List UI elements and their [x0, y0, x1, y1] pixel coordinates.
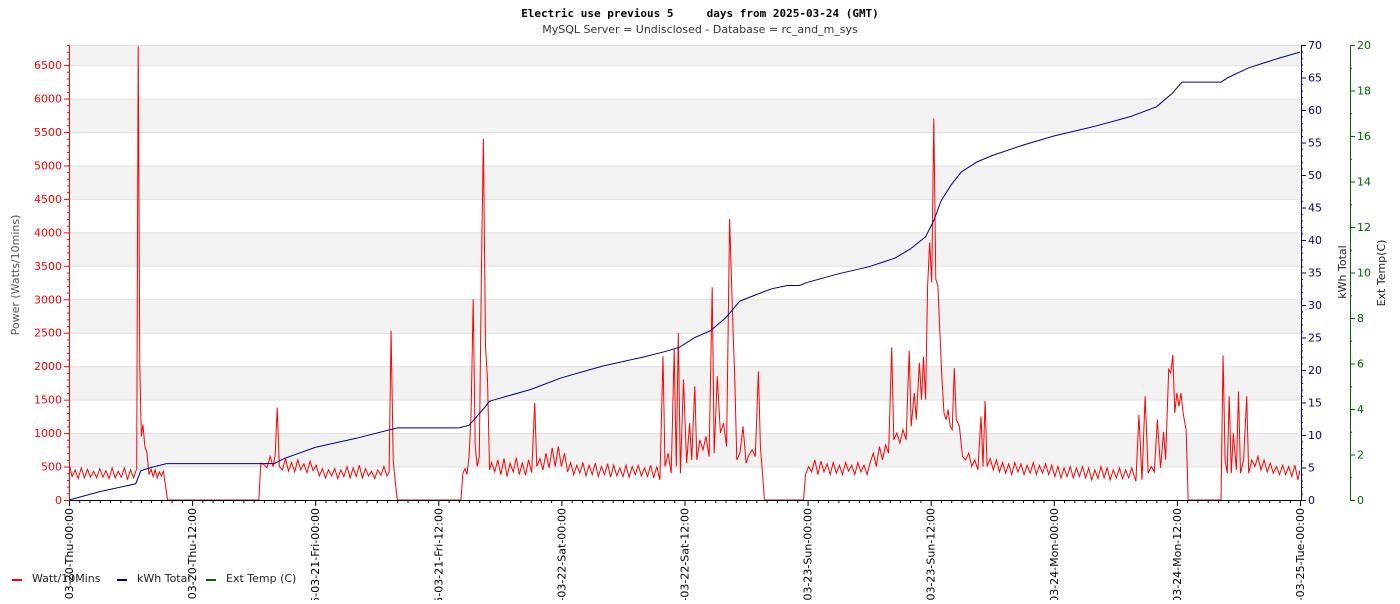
grid-band — [69, 165, 1300, 199]
legend: Watt/10Mins kWh Total Ext Temp (C) — [12, 572, 296, 585]
y-right1-tick-label: 45 — [1308, 202, 1322, 215]
y-right2-tick-label: 8 — [1357, 312, 1364, 325]
y-left-tick-label: 500 — [41, 461, 62, 474]
grid-layer — [69, 45, 1300, 501]
y-left-tick-label: 4500 — [34, 193, 62, 206]
y-right2-tick-label: 14 — [1357, 176, 1371, 189]
x-tick-label: 25-03-22-Sat-00:00 — [555, 508, 568, 600]
y-right2-tick-label: 20 — [1357, 39, 1371, 52]
y-left-tick-label: 3500 — [34, 260, 62, 273]
y-right1-tick-label: 25 — [1308, 332, 1322, 345]
x-tick-label: 25-03-20-Thu-00:00 — [63, 508, 76, 600]
chart-subtitle: MySQL Server = Undisclosed - Database = … — [542, 23, 858, 36]
series-line-kwh-total — [69, 51, 1300, 500]
y-left-tick-label: 6000 — [34, 93, 62, 106]
y-right2-tick-label: 6 — [1357, 358, 1364, 371]
grid-band — [69, 98, 1300, 132]
x-tick-label: 25-03-24-Mon-12:00 — [1171, 508, 1184, 600]
y-right1-tick-label: 30 — [1308, 299, 1322, 312]
x-tick-label: 25-03-21-Fri-00:00 — [309, 508, 322, 600]
grid-band — [69, 433, 1300, 467]
legend-label: Ext Temp (C) — [226, 572, 296, 585]
x-tick-label: 25-03-22-Sat-12:00 — [679, 508, 692, 600]
y-left-tick-label: 1500 — [34, 394, 62, 407]
y-left-tick-label: 1000 — [34, 427, 62, 440]
grid-band — [69, 45, 1300, 66]
y-right2-tick-label: 2 — [1357, 449, 1364, 462]
y-right1-tick-label: 70 — [1308, 39, 1322, 52]
y-left-tick-label: 0 — [55, 494, 62, 507]
series-layer — [69, 46, 1300, 500]
y-right1-tick-label: 35 — [1308, 267, 1322, 280]
chart-title: Electric use previous 5 days from 2025-0… — [521, 7, 879, 20]
x-tick-label: 25-03-25-Tue-00:00 — [1294, 508, 1307, 600]
y-right1-tick-label: 50 — [1308, 169, 1322, 182]
x-tick-label: 25-03-21-Fri-12:00 — [432, 508, 445, 600]
x-tick-label: 25-03-24-Mon-00:00 — [1048, 508, 1061, 600]
y-left-tick-label: 3000 — [34, 293, 62, 306]
y-right2-tick-label: 10 — [1357, 267, 1371, 280]
y-right2-tick-label: 18 — [1357, 85, 1371, 98]
y-right2-tick-label: 16 — [1357, 130, 1371, 143]
y-right1-tick-label: 0 — [1308, 494, 1315, 507]
y-left-tick-label: 5000 — [34, 159, 62, 172]
y-right1-tick-label: 5 — [1308, 462, 1315, 475]
legend-label: Watt/10Mins — [32, 572, 101, 585]
y-left-tick-label: 2500 — [34, 327, 62, 340]
y-axis-left-label: Power (Watts/10mins) — [9, 215, 22, 336]
y-axis-right2-label: Ext Temp(C) — [1375, 240, 1388, 307]
y-left-tick-label: 5500 — [34, 126, 62, 139]
y-right2-tick-label: 12 — [1357, 221, 1371, 234]
y-right1-tick-label: 20 — [1308, 364, 1322, 377]
y-right1-tick-label: 60 — [1308, 104, 1322, 117]
y-right1-tick-label: 65 — [1308, 72, 1322, 85]
y-axis-right1-label: kWh Total — [1336, 245, 1349, 298]
y-right1-tick-label: 55 — [1308, 137, 1322, 150]
x-tick-label: 25-03-23-Sun-00:00 — [802, 508, 815, 600]
y-right1-tick-label: 10 — [1308, 429, 1322, 442]
y-right2-tick-label: 0 — [1357, 494, 1364, 507]
x-tick-label: 25-03-20-Thu-12:00 — [186, 508, 199, 600]
y-left-tick-label: 4000 — [34, 226, 62, 239]
grid-band — [69, 232, 1300, 266]
series-line-power — [69, 46, 1300, 500]
y-right1-tick-label: 15 — [1308, 397, 1322, 410]
y-left-tick-label: 6500 — [34, 59, 62, 72]
x-tick-label: 25-03-23-Sun-12:00 — [925, 508, 938, 600]
legend-label: kWh Total — [137, 572, 190, 585]
y-left-tick-label: 2000 — [34, 360, 62, 373]
grid-band — [69, 299, 1300, 333]
y-right2-tick-label: 4 — [1357, 403, 1364, 416]
y-right1-tick-label: 40 — [1308, 234, 1322, 247]
